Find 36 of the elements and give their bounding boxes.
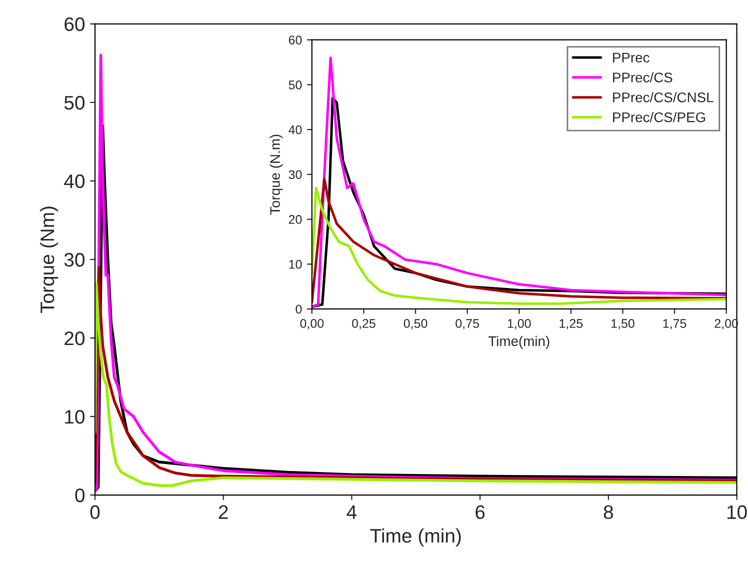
x-tick-label: 1,50 <box>612 319 634 330</box>
x-tick-label: 2 <box>218 505 228 519</box>
y-tick-label: 20 <box>64 331 85 346</box>
legend-label: PPrec/CS/CNSL <box>613 92 714 102</box>
x-tick-label: 0,25 <box>352 319 376 330</box>
y-axis-title: Torque (Nm) <box>40 206 58 314</box>
x-tick-label: 8 <box>604 505 613 520</box>
x-axis-title: Time (min) <box>370 528 461 547</box>
y-tick-label: 30 <box>64 252 85 267</box>
x-tick-label: 1,00 <box>508 319 531 330</box>
y-tick-label: 10 <box>65 410 85 424</box>
x-tick-label: 6 <box>476 505 485 520</box>
y-tick-label: 0 <box>296 304 302 314</box>
legend-label: PPrec/CS/PEG <box>613 112 706 122</box>
y-tick-label: 0 <box>75 488 85 502</box>
y-tick-label: 30 <box>288 170 302 180</box>
y-tick-label: 50 <box>64 96 85 110</box>
x-tick-label: 10 <box>727 505 747 520</box>
y-tick-label: 60 <box>64 17 85 32</box>
x-tick-label: 1,75 <box>663 319 686 330</box>
legend-label: PPrec/CS <box>613 72 672 82</box>
y-axis-title: Torque (N.m) <box>270 134 283 215</box>
x-tick-label: 4 <box>346 505 357 519</box>
y-tick-label: 20 <box>288 215 302 224</box>
x-tick-label: 0,00 <box>300 319 324 330</box>
y-tick-label: 40 <box>64 174 85 188</box>
y-tick-label: 50 <box>288 80 302 90</box>
x-axis-title: Time(min) <box>488 336 550 349</box>
x-tick-label: 0,75 <box>456 319 479 330</box>
legend-label: PPrec <box>613 52 650 63</box>
x-tick-label: 0 <box>90 505 100 520</box>
y-tick-label: 10 <box>289 260 302 269</box>
y-tick-label: 40 <box>288 125 302 134</box>
y-tick-label: 60 <box>288 36 302 44</box>
x-tick-label: 1,25 <box>560 319 583 330</box>
x-tick-label: 0,50 <box>404 319 428 330</box>
